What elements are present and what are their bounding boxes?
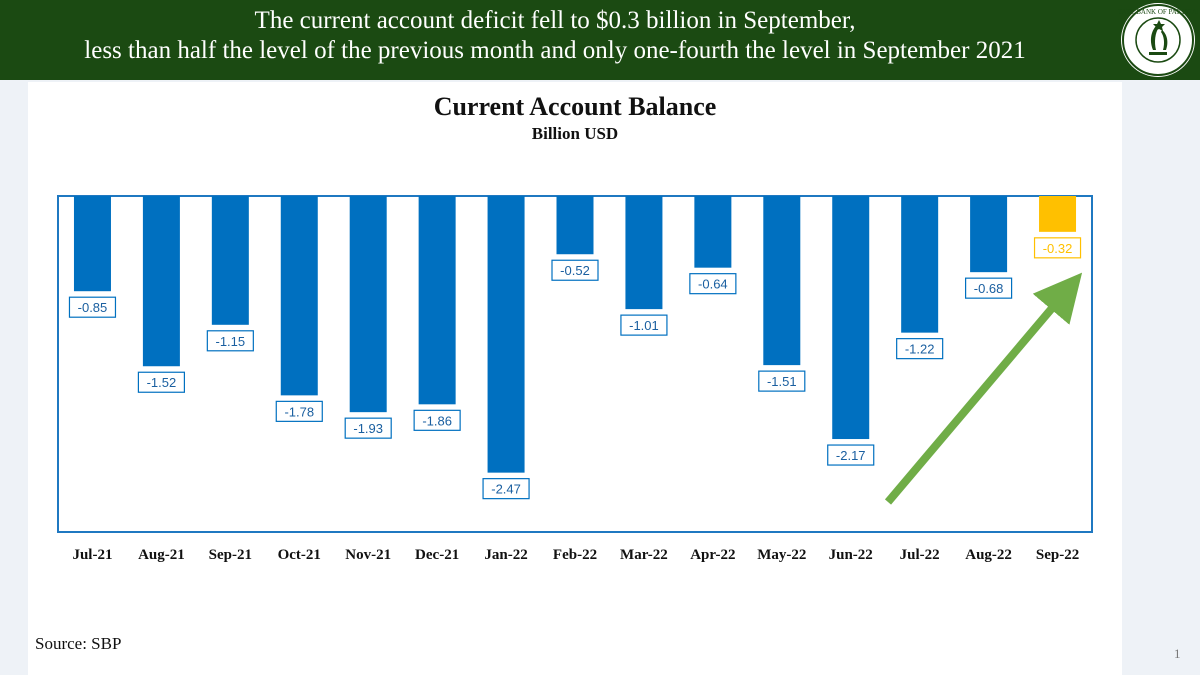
x-tick-label: Feb-22 (553, 547, 597, 563)
x-tick-label: Aug-21 (138, 547, 185, 563)
source-note: Source: SBP (35, 634, 122, 653)
page-number: 1 (1174, 646, 1181, 661)
data-label: -0.64 (698, 277, 728, 292)
bar-jul-22 (901, 196, 939, 333)
header-banner: The current account deficit fell to $0.3… (0, 0, 1200, 80)
data-label-box (827, 444, 875, 466)
data-label-box (206, 330, 254, 352)
data-label-box (413, 409, 461, 431)
data-label-box (551, 259, 599, 281)
chart-subtitle: Billion USD (531, 124, 619, 143)
x-tick-label: Dec-21 (415, 547, 459, 563)
chart-title: Current Account Balance (433, 92, 717, 121)
data-label-box (689, 273, 737, 295)
data-label-box (758, 370, 806, 392)
data-label-box (68, 296, 117, 318)
x-tick-label: Jan-22 (484, 547, 527, 563)
headline: The current account deficit fell to $0.3… (0, 6, 1110, 66)
bar-apr-22 (694, 196, 732, 268)
slide-panel: Current Account Balance Billion USD -0.8… (28, 82, 1122, 675)
logo-text: STATE BANK OF PAKISTAN (1118, 8, 1198, 16)
bar-nov-21 (349, 196, 387, 413)
bar-jun-22 (832, 196, 870, 440)
data-label: -1.51 (767, 374, 797, 389)
data-label-box (344, 417, 392, 439)
data-label-box (1033, 237, 1082, 259)
bar-sep-21 (211, 196, 249, 325)
x-tick-label: Oct-21 (278, 547, 321, 563)
bar-dec-21 (418, 196, 456, 405)
trend-arrow (884, 272, 1083, 505)
x-tick-label: Jun-22 (829, 547, 873, 563)
data-label: -0.32 (1043, 241, 1073, 256)
bar-chart: -0.85 -1.52 -1.15 -1.78 -1.93 -1.86 -2.47 -0.52… (57, 195, 1093, 563)
x-tick-label: Mar-22 (620, 547, 668, 563)
data-label: -0.68 (974, 281, 1004, 296)
data-label: -1.22 (905, 342, 935, 357)
bar-sep-22 (1039, 196, 1077, 232)
state-bank-of-pakistan-seal-icon: STATE BANK OF PAKISTAN (1118, 3, 1198, 77)
data-label: -1.86 (422, 413, 452, 428)
x-tick-label: Sep-21 (209, 547, 252, 563)
data-label-box (964, 277, 1013, 299)
data-label: -2.17 (836, 448, 866, 463)
data-label: -1.52 (147, 375, 177, 390)
x-tick-label: Jul-21 (72, 547, 112, 563)
data-label: -0.85 (78, 300, 108, 315)
bar-oct-21 (280, 196, 318, 396)
data-label: -1.01 (629, 318, 659, 333)
data-label-box (275, 400, 323, 422)
x-tick-label: Jul-22 (900, 547, 940, 563)
x-tick-label: Apr-22 (690, 547, 735, 563)
x-tick-label: Nov-21 (345, 547, 391, 563)
data-label-box (896, 338, 944, 360)
headline-line-2: less than half the level of the previous… (84, 37, 1026, 64)
bar-aug-21 (142, 196, 180, 367)
x-tick-label: Sep-22 (1036, 547, 1079, 563)
data-label-box (620, 314, 668, 336)
x-tick-label: Aug-22 (965, 547, 1012, 563)
bar-feb-22 (556, 196, 594, 255)
data-label: -1.93 (353, 421, 383, 436)
data-label: -1.15 (216, 334, 246, 349)
bar-aug-22 (970, 196, 1008, 273)
data-label: -0.52 (560, 263, 590, 278)
bar-jan-22 (487, 196, 525, 473)
data-label: -2.47 (491, 482, 521, 497)
x-tick-label: May-22 (757, 547, 806, 563)
data-label-box (482, 478, 530, 500)
bar-may-22 (763, 196, 801, 366)
bar-mar-22 (625, 196, 663, 310)
headline-line-1: The current account deficit fell to $0.3… (254, 7, 856, 34)
bar-jul-21 (73, 196, 111, 292)
data-label-box (137, 371, 186, 393)
data-label: -1.78 (284, 404, 314, 419)
